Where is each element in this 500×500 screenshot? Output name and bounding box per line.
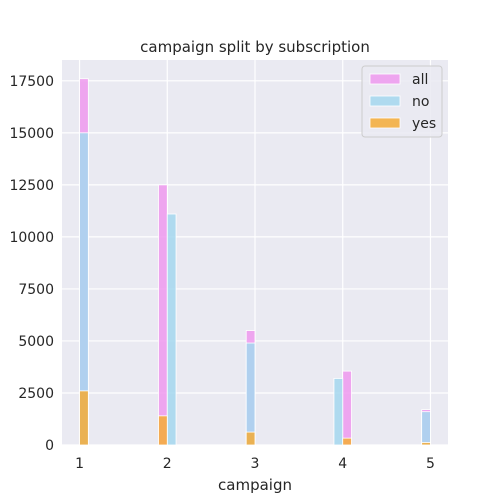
- legend-label-all: all: [412, 72, 428, 88]
- y-tick-label: 0: [45, 438, 54, 454]
- y-tick-label: 2500: [18, 386, 54, 402]
- y-tick-label: 12500: [9, 178, 54, 194]
- bar-all: [158, 184, 168, 446]
- bar-yes: [421, 442, 431, 446]
- y-tick-label: 10000: [9, 230, 54, 246]
- legend-swatch-all: [369, 73, 401, 85]
- y-tick-labels: 0 2500 5000 7500 10000 12500 15000 17500: [9, 74, 54, 454]
- bar-no: [245, 342, 256, 446]
- y-tick-label: 15000: [9, 126, 54, 142]
- legend-swatch-no: [369, 95, 401, 107]
- bar-yes: [245, 431, 256, 446]
- x-tick-label: 5: [426, 456, 435, 472]
- bar-yes: [158, 415, 168, 446]
- x-axis-label: campaign: [218, 476, 292, 494]
- x-tick-label: 1: [75, 456, 84, 472]
- x-tick-label: 2: [163, 456, 172, 472]
- x-tick-labels: 1 2 3 4 5: [75, 456, 435, 472]
- chart-title: campaign split by subscription: [140, 38, 370, 56]
- bar-yes: [342, 437, 352, 446]
- legend-label-no: no: [412, 94, 429, 110]
- y-tick-label: 17500: [9, 74, 54, 90]
- legend: all no yes: [361, 65, 443, 138]
- bar-no: [166, 213, 177, 446]
- bars: [79, 78, 431, 446]
- y-tick-label: 7500: [18, 282, 54, 298]
- x-tick-label: 3: [251, 456, 260, 472]
- bar-all: [342, 370, 352, 446]
- legend-label-yes: yes: [412, 116, 436, 132]
- y-tick-label: 5000: [18, 334, 54, 350]
- bar-no: [333, 378, 344, 446]
- bar-yes: [79, 390, 89, 446]
- bar-no: [421, 411, 431, 446]
- x-tick-label: 4: [338, 456, 347, 472]
- legend-swatch-yes: [369, 117, 401, 129]
